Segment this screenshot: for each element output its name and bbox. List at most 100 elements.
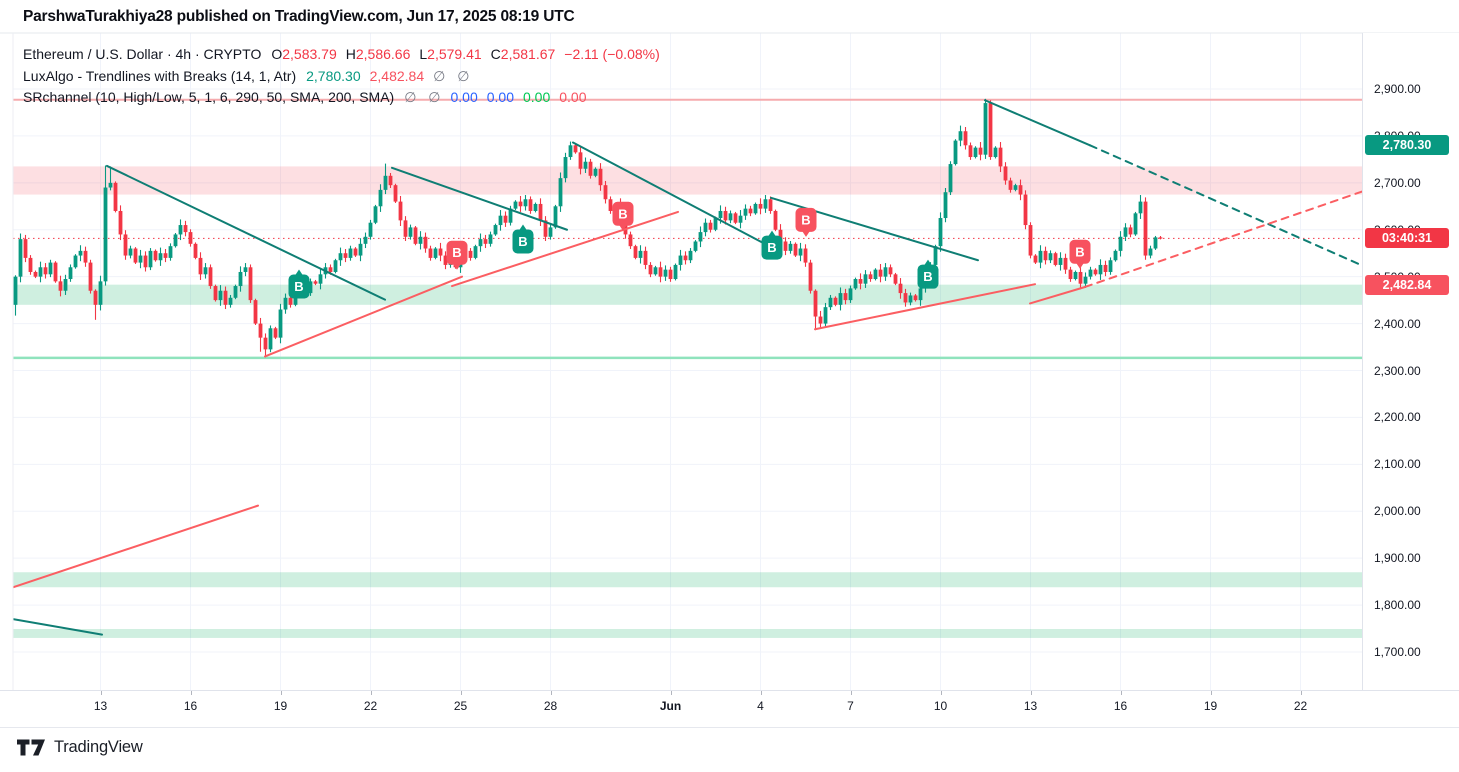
time-axis-label: 16 [183, 699, 198, 713]
price-axis-label: 1,800.00 [1374, 598, 1421, 613]
srchannel-value-4: 0.00 [559, 89, 587, 105]
tradingview-brand-link[interactable]: TradingView [17, 738, 143, 757]
time-axis-tick [1300, 691, 1302, 695]
srchannel-value-1: 0.00 [450, 89, 478, 105]
plot-area[interactable]: B B B B B B B B [13, 33, 1367, 690]
down-trendline [391, 166, 568, 231]
up-trendline [1029, 285, 1086, 305]
chart-legend: Ethereum / U.S. Dollar · 4h · CRYPTO O2,… [23, 44, 660, 109]
time-axis-label: 19 [1203, 699, 1218, 713]
close-label: C [490, 46, 501, 62]
open-value: 2,583.79 [282, 46, 337, 62]
time-axis-tick [850, 691, 852, 695]
time-axis-tick [370, 691, 372, 695]
time-axis-tick [550, 691, 552, 695]
close-value: 2,581.67 [500, 46, 556, 62]
change-value: −2.11 (−0.08%) [564, 46, 660, 62]
time-axis-label: 22 [1293, 699, 1308, 713]
luxalgo-empty-values: ∅ ∅ [433, 67, 474, 84]
time-axis-label: 7 [847, 699, 854, 713]
svg-text:B: B [801, 212, 810, 227]
srchannel-indicator-title[interactable]: SRchannel (10, High/Low, 5, 1, 6, 290, 5… [23, 89, 395, 105]
time-axis-tick [670, 691, 672, 695]
tradingview-logo-icon [17, 739, 45, 756]
time-axis-tick [760, 691, 762, 695]
price-axis-label: 2,900.00 [1374, 82, 1421, 96]
gridlines [13, 33, 1362, 690]
price-axis-label: 2,200.00 [1374, 410, 1421, 425]
time-axis-label: 19 [273, 699, 288, 713]
bar-countdown-badge: 03:40:31 [1365, 228, 1449, 249]
time-axis-tick [460, 691, 462, 695]
tradingview-brand-text: TradingView [54, 738, 143, 756]
time-axis-label: 10 [933, 699, 948, 713]
time-axis-tick [1210, 691, 1212, 695]
svg-text:B: B [767, 240, 776, 255]
trendline-break-label-up: B [288, 269, 310, 299]
time-axis-tick [1120, 691, 1122, 695]
time-axis-tick [100, 691, 102, 695]
pane-borders [0, 32, 1459, 690]
candlestick-series [13, 98, 1163, 358]
high-value: 2,586.66 [355, 46, 411, 62]
svg-text:B: B [294, 279, 303, 294]
luxalgo-lower-value: 2,482.84 [369, 67, 425, 84]
down-trendline [106, 164, 386, 301]
trendline-break-label-down: B [1069, 239, 1091, 269]
price-axis-label: 1,700.00 [1374, 645, 1421, 659]
time-axis-tick [1030, 691, 1032, 695]
price-axis-label: 2,300.00 [1374, 363, 1421, 378]
legend-luxalgo-row[interactable]: LuxAlgo - Trendlines with Breaks (14, 1,… [23, 66, 660, 88]
time-axis-label: 4 [757, 699, 764, 713]
time-axis-label: 28 [543, 699, 558, 713]
time-axis-label: 13 [1023, 699, 1038, 713]
time-axis-label: 16 [1113, 699, 1128, 713]
down-trendline-projection [1089, 144, 1362, 267]
lower-trendline-price-badge: 2,482.84 [1365, 274, 1449, 295]
trendline-break-label-up: B [512, 224, 534, 254]
support-zone [13, 284, 1362, 305]
up-trendline [814, 283, 1036, 331]
price-axis-label: 2,400.00 [1374, 316, 1421, 331]
luxalgo-upper-value: 2,780.30 [306, 67, 361, 84]
time-axis-label: 13 [93, 699, 108, 713]
footer: TradingView [0, 728, 1459, 772]
srchannel-value-3: 0.00 [523, 89, 551, 105]
trendline-break-label-down: B [612, 201, 634, 231]
support-zone [13, 572, 1362, 588]
srchannel-value-2: 0.00 [486, 89, 514, 105]
price-axis-label: 2,700.00 [1374, 175, 1421, 190]
price-axis-label: 2,000.00 [1374, 504, 1421, 519]
low-value: 2,579.41 [427, 46, 482, 62]
time-axis-label: 25 [453, 699, 468, 713]
up-trendline-projection [1084, 190, 1362, 288]
up-trendline [451, 210, 679, 288]
price-axis-label: 1,900.00 [1374, 551, 1421, 566]
time-axis[interactable]: 13 16 19 22 25 28 Jun 4 7 10 13 16 19 22 [0, 690, 1459, 728]
down-trendline [13, 618, 103, 636]
luxalgo-indicator-title[interactable]: LuxAlgo - Trendlines with Breaks (14, 1,… [23, 67, 297, 84]
svg-text:B: B [452, 245, 461, 260]
time-axis-tick [940, 691, 942, 695]
legend-symbol-row[interactable]: Ethereum / U.S. Dollar · 4h · CRYPTO O2,… [23, 44, 660, 66]
trendline-break-label-down: B [446, 240, 468, 270]
up-trendline [13, 504, 259, 589]
high-label: H [345, 46, 356, 62]
trendline-break-label-up: B [917, 259, 939, 289]
time-axis-tick [190, 691, 192, 695]
time-axis-label: Jun [659, 699, 682, 713]
symbol-title[interactable]: Ethereum / U.S. Dollar · 4h · CRYPTO [23, 46, 262, 62]
up-trendline [264, 275, 463, 358]
down-trendline [984, 99, 1091, 147]
legend-srchannel-row[interactable]: SRchannel (10, High/Low, 5, 1, 6, 290, 5… [23, 87, 660, 109]
price-axis[interactable]: 2,900.002,800.002,700.002,600.002,500.00… [1362, 33, 1459, 690]
support-zone [13, 629, 1362, 638]
low-label: L [419, 46, 428, 62]
resistance-zone [13, 166, 1362, 195]
down-trendline [572, 141, 773, 249]
svg-text:B: B [618, 206, 627, 221]
trendline-break-label-down: B [795, 207, 817, 237]
svg-text:B: B [1075, 244, 1084, 259]
